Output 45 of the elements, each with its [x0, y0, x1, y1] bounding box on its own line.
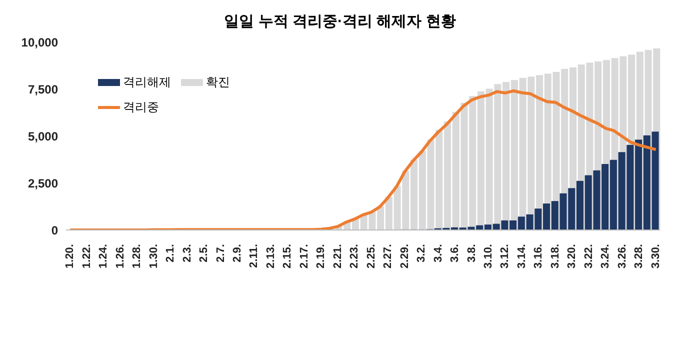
x-tick-label: 2.21.: [332, 244, 344, 268]
x-tick-label: 3.22.: [582, 244, 595, 268]
x-tick-label: 3.6.: [449, 244, 462, 262]
x-tick-label: 2.13.: [264, 244, 277, 268]
x-tick-label: 2.11.: [248, 244, 260, 268]
x-tick-label: 3.26.: [616, 244, 628, 268]
y-tick-label: 2,500: [28, 176, 58, 190]
legend-label: 확진: [206, 74, 230, 91]
x-tick-label: 1.30.: [148, 244, 160, 268]
x-tick-label: 2.19.: [315, 244, 328, 268]
x-tick-label: 2.27.: [382, 244, 394, 268]
x-tick-label: 3.20.: [566, 244, 578, 268]
x-tick-label: 3.12.: [499, 244, 512, 268]
x-tick-label: 1.28.: [131, 244, 144, 268]
x-tick-label: 3.24.: [600, 244, 612, 268]
x-tick-label: 2.9.: [232, 244, 244, 262]
y-tick-label: 7,500: [28, 82, 58, 96]
x-tick-label: 2.25.: [365, 244, 378, 268]
x-tick-label: 2.15.: [282, 244, 294, 268]
x-tick-label: 3.18.: [549, 244, 562, 268]
y-tick-label: 10,000: [21, 35, 58, 50]
x-tick-label: 3.16.: [532, 244, 545, 268]
x-tick-label: 2.7.: [214, 244, 227, 262]
x-tick-label: 2.29.: [398, 244, 411, 268]
x-tick-label: 3.30.: [650, 244, 662, 268]
x-tick-label: 1.24.: [98, 244, 110, 268]
y-tick-label: 5,000: [28, 129, 58, 144]
x-tick-label: 2.1.: [164, 244, 177, 262]
x-tick-label: 3.2.: [416, 244, 428, 262]
y-tick-label: 0: [51, 223, 58, 238]
legend-label: 격리해제: [123, 74, 171, 91]
x-tick-label: 1.26.: [114, 244, 126, 268]
x-tick-label: 2.23.: [348, 244, 361, 268]
x-tick-label: 1.22.: [80, 244, 93, 268]
x-tick-label: 3.4.: [432, 244, 444, 262]
x-tick-label: 3.28.: [633, 244, 646, 268]
chart-title: 일일 누적 격리중·격리 해제자 현황: [223, 12, 457, 32]
x-tick-label: 2.3.: [181, 244, 194, 262]
x-tick-label: 1.20.: [64, 244, 76, 268]
x-tick-label: 3.8.: [466, 244, 478, 262]
x-tick-label: 2.5.: [198, 244, 210, 262]
x-tick-label: 2.17.: [298, 244, 310, 268]
legend-label: 격리중: [123, 99, 159, 116]
x-tick-label: 3.10.: [482, 244, 494, 268]
x-tick-label: 3.14.: [516, 244, 528, 268]
